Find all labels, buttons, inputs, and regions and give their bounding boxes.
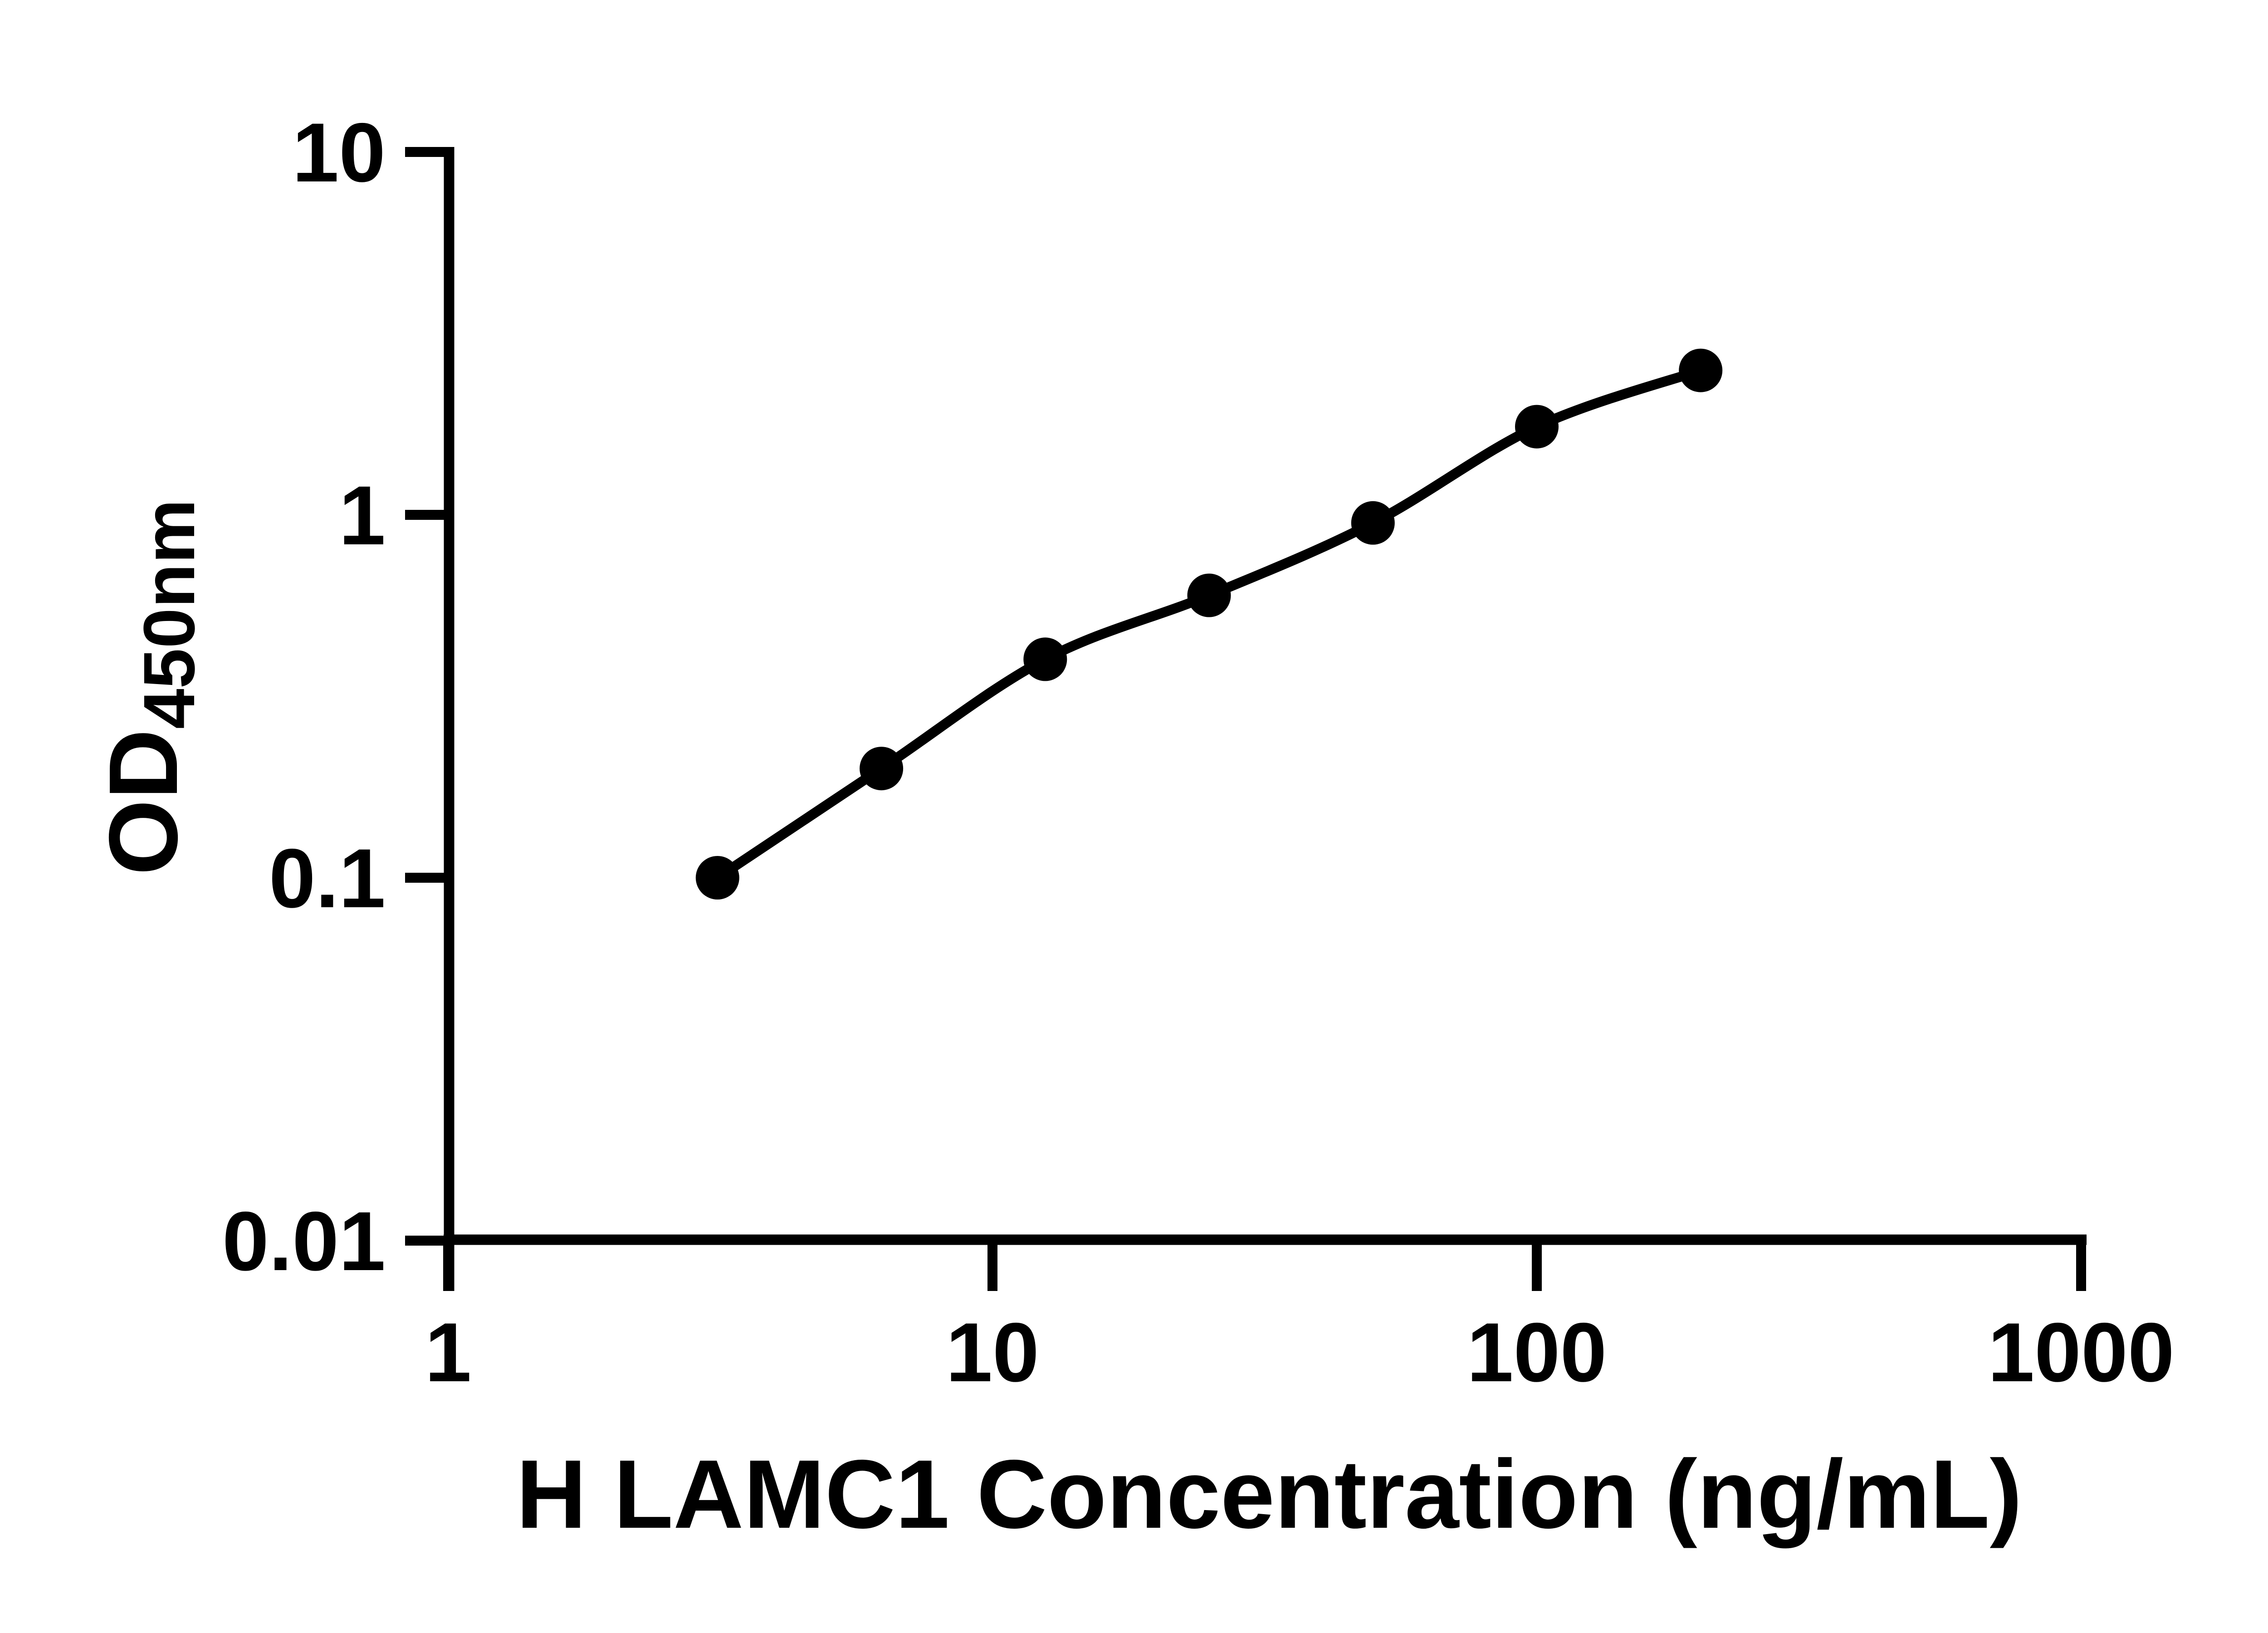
- x-axis-ticks: [443, 1240, 2086, 1291]
- y-tick-label: 10: [292, 106, 386, 200]
- data-point-marker: [1023, 637, 1067, 681]
- x-axis-title: H LAMC1 Concentration (ng/mL): [516, 1439, 2022, 1549]
- y-tick-label: 0.01: [222, 1195, 386, 1288]
- y-axis-title-main: OD: [88, 729, 198, 875]
- fit-curve: [714, 366, 1702, 882]
- y-axis-title-subscript: 450nm: [128, 499, 210, 729]
- x-tick-label: 10: [946, 1306, 1039, 1399]
- x-tick-label: 100: [1467, 1306, 1607, 1399]
- data-points: [695, 348, 1723, 900]
- data-point-marker: [1515, 405, 1559, 449]
- y-axis-ticks: [405, 147, 449, 1246]
- y-axis-title: OD450nm: [88, 499, 210, 875]
- y-axis: 0.01 0.1 1 10: [222, 106, 455, 1291]
- data-point-marker: [695, 856, 739, 900]
- x-tick-label: 1000: [1988, 1306, 2175, 1399]
- data-point-marker: [860, 747, 904, 791]
- x-tick-label: 1: [425, 1306, 472, 1399]
- y-tick-label: 1: [339, 469, 386, 562]
- y-axis-tick-labels: 0.01 0.1 1 10: [222, 106, 386, 1288]
- data-point-marker: [1351, 501, 1395, 545]
- x-axis: 1 10 100 1000: [425, 1234, 2175, 1399]
- data-point-marker: [1187, 573, 1231, 617]
- data-point-marker: [1679, 348, 1723, 392]
- x-axis-tick-labels: 1 10 100 1000: [425, 1306, 2175, 1399]
- y-tick-label: 0.1: [269, 832, 386, 925]
